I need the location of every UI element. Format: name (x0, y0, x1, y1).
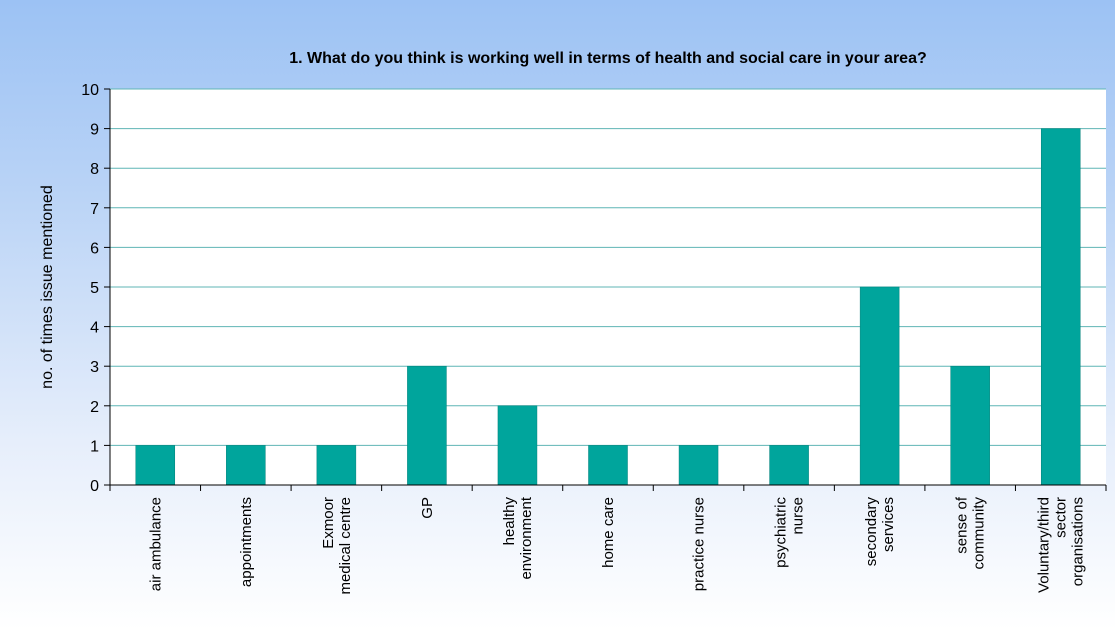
x-category-label: air ambulance (147, 497, 164, 591)
x-category-label: secondary (863, 497, 880, 567)
bar (859, 286, 900, 486)
bar (497, 405, 538, 486)
axes (104, 88, 1107, 491)
x-category-label: GP (419, 497, 436, 519)
bar (407, 365, 447, 486)
x-category-label: sector (1053, 497, 1070, 538)
x-category-label: home care (600, 497, 617, 568)
y-tick-label: 6 (90, 240, 99, 257)
bar (678, 445, 719, 486)
bar (135, 445, 176, 486)
x-category-label: healthy (501, 497, 518, 546)
y-tick-label: 8 (90, 161, 99, 178)
x-category-label: community (971, 497, 988, 570)
y-tick-label: 2 (90, 399, 99, 416)
y-tick-label: 0 (90, 478, 99, 495)
y-tick-label: 3 (90, 359, 99, 376)
y-tick-label: 5 (90, 280, 99, 297)
bar (769, 445, 809, 486)
bar (950, 365, 990, 486)
x-category-label: practice nurse (691, 497, 708, 591)
x-category-label: medical centre (337, 497, 354, 595)
bar (1040, 128, 1081, 486)
y-tick-label: 10 (81, 82, 99, 99)
y-tick-label: 7 (90, 201, 99, 218)
x-category-label: environment (518, 496, 535, 579)
bar (588, 445, 628, 486)
chart-title: 1. What do you think is working well in … (289, 50, 926, 67)
x-category-label: sense of (954, 496, 971, 554)
x-category-labels: air ambulance appointments Exmoor medical c… (147, 496, 1086, 594)
bars (135, 128, 1081, 486)
y-tick-labels: 0 1 2 3 4 5 6 7 8 9 10 (81, 82, 99, 495)
y-tick-label: 1 (90, 438, 99, 455)
y-axis-label: no. of times issue mentioned (39, 185, 56, 389)
y-tick-label: 4 (90, 320, 99, 337)
gridlines (110, 88, 1106, 446)
x-category-label: Exmoor (320, 497, 337, 549)
x-category-label: appointments (238, 497, 255, 587)
x-category-label: nurse (790, 497, 807, 535)
x-category-label: organisations (1070, 497, 1087, 586)
bar (226, 445, 266, 486)
y-tick-label: 9 (90, 122, 99, 139)
x-category-label: psychiatric (773, 497, 790, 568)
x-category-label: Voluntary/third (1036, 497, 1053, 593)
bar (316, 445, 357, 486)
x-category-label: services (880, 497, 897, 552)
